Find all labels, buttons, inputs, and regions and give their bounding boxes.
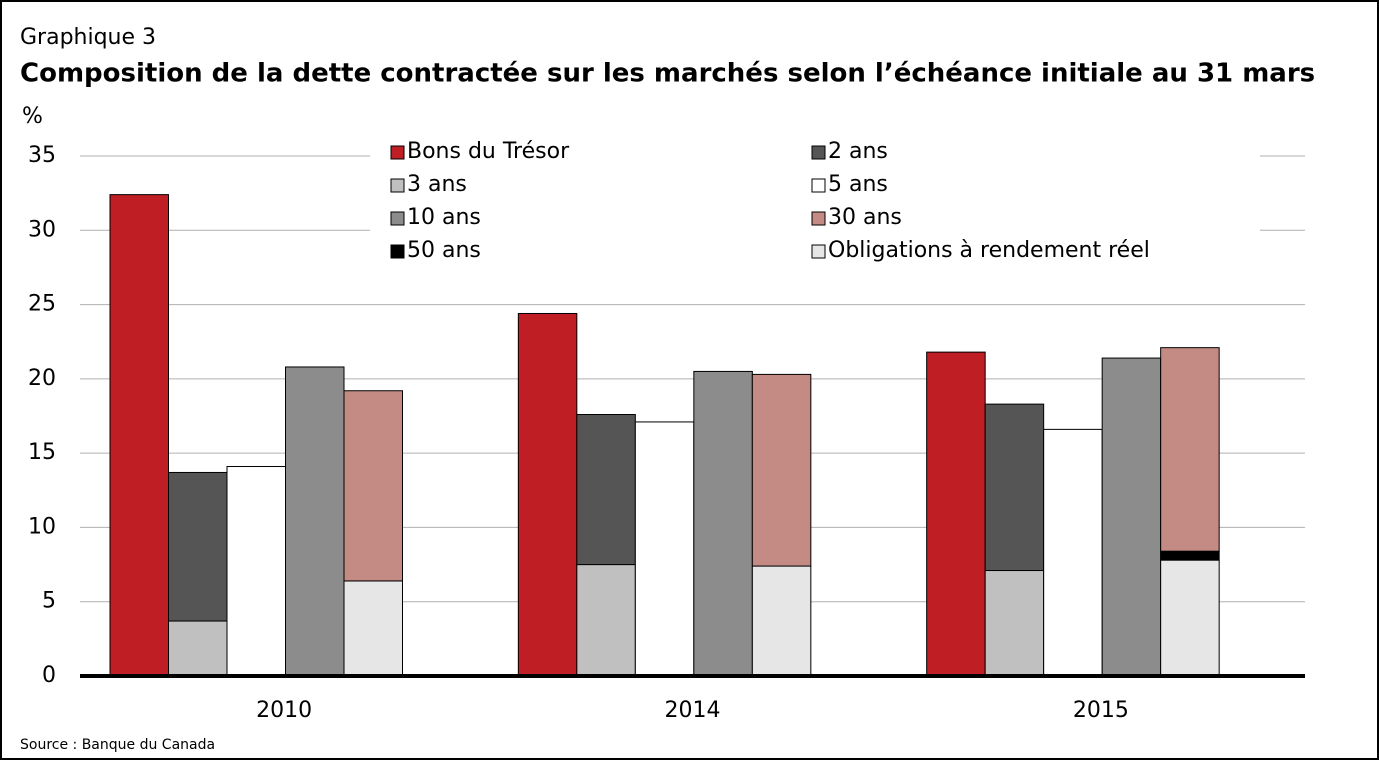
legend-label: Bons du Trésor — [407, 139, 570, 164]
chart-title: Composition de la dette contractée sur l… — [20, 59, 1315, 89]
legend-label: Obligations à rendement réel — [828, 238, 1150, 263]
bar — [751, 565, 812, 677]
bar — [168, 620, 228, 677]
bar — [751, 373, 812, 567]
bar — [109, 194, 169, 677]
legend-label: 10 ans — [407, 205, 481, 230]
bar — [576, 564, 636, 677]
bar — [1043, 428, 1103, 677]
legend-swatch — [811, 211, 826, 226]
legend-swatch — [390, 244, 405, 259]
y-axis-label: % — [22, 104, 43, 129]
y-tick-label: 20 — [28, 366, 56, 391]
y-tick-label: 15 — [28, 440, 56, 465]
y-tick-label: 10 — [28, 514, 56, 539]
bar — [984, 403, 1045, 572]
bar — [1101, 357, 1162, 677]
x-tick-label: 2015 — [1073, 698, 1129, 723]
legend-swatch — [811, 145, 826, 160]
source: Source : Banque du Canada — [20, 737, 215, 753]
legend-swatch — [811, 244, 826, 259]
y-tick-label: 5 — [42, 589, 56, 614]
bar — [1160, 559, 1220, 677]
bar — [1160, 550, 1220, 561]
legend-swatch — [390, 211, 405, 226]
bar — [517, 312, 578, 677]
legend-swatch — [390, 145, 405, 160]
y-tick-label: 25 — [28, 292, 56, 317]
bar — [168, 471, 228, 622]
y-tick-label: 35 — [28, 143, 56, 168]
legend-label: 5 ans — [828, 172, 888, 197]
y-tick-label: 30 — [28, 217, 56, 242]
bar — [984, 570, 1045, 677]
bar — [576, 414, 636, 566]
legend-label: 50 ans — [407, 238, 481, 263]
bar — [693, 370, 753, 677]
legend-label: 30 ans — [828, 205, 902, 230]
y-tick-label: 0 — [42, 663, 56, 688]
bar — [1160, 347, 1220, 552]
x-tick-label: 2014 — [665, 698, 721, 723]
bar — [634, 421, 695, 677]
bar — [343, 390, 403, 582]
legend-swatch — [811, 178, 826, 193]
x-tick-label: 2010 — [256, 698, 312, 723]
bar — [926, 351, 986, 677]
bar — [285, 366, 345, 677]
bar — [226, 466, 286, 677]
chart-subtitle: Graphique 3 — [20, 25, 156, 50]
bar — [343, 580, 403, 677]
legend-swatch — [390, 178, 405, 193]
legend-label: 3 ans — [407, 172, 467, 197]
legend-label: 2 ans — [828, 139, 888, 164]
